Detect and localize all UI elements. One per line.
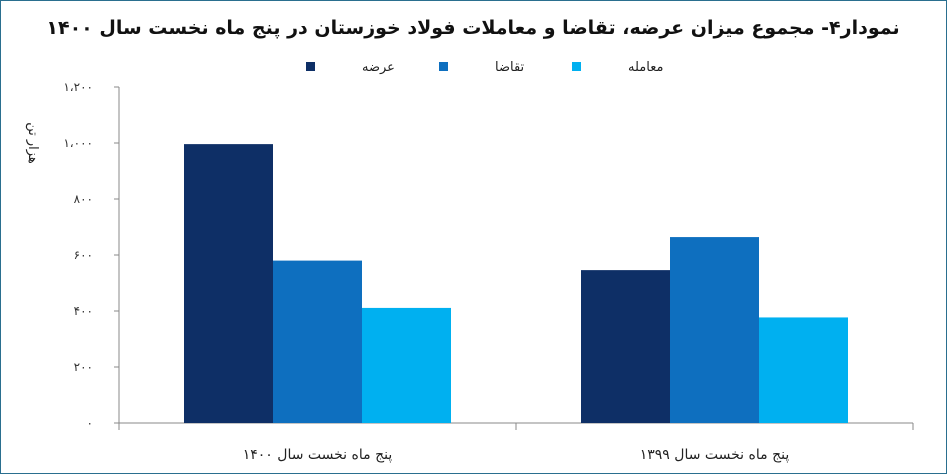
y-tick-label: ۴۰۰ [74,304,93,318]
axes: ۰ ۲۰۰ ۴۰۰ ۶۰۰ ۸۰۰ ۱،۰۰۰ ۱،۲۰۰ پنج ماه نخست سال … [63,80,914,463]
bar [581,270,670,423]
y-tick-label: ۲۰۰ [74,360,93,374]
bar [273,260,362,423]
legend: عرضه تقاضا معامله [306,60,663,75]
y-tick-label: ۱،۰۰۰ [63,136,93,150]
y-axis-label: هزار تن [25,122,40,164]
y-tick-label: ۰ [87,416,93,430]
legend-label: عرضه [362,60,395,75]
y-tick-label: ۱،۲۰۰ [63,80,93,94]
bar [184,144,273,423]
x-category-label: پنج ماه نخست سال ۱۳۹۹ [640,447,790,463]
legend-swatch [572,62,581,71]
legend-swatch [439,62,448,71]
legend-label: تقاضا [495,60,525,75]
bar [759,317,848,423]
bars [184,144,848,423]
bar [670,237,759,423]
chart-title: نمودار۴- مجموع میزان عرضه، تقاضا و معامل… [46,17,899,39]
x-category-label: پنج ماه نخست سال ۱۴۰۰ [243,447,393,463]
legend-label: معامله [628,60,663,75]
y-tick-label: ۶۰۰ [74,248,93,262]
y-tick-label: ۸۰۰ [74,192,93,206]
bar [362,307,451,423]
legend-swatch [306,62,315,71]
